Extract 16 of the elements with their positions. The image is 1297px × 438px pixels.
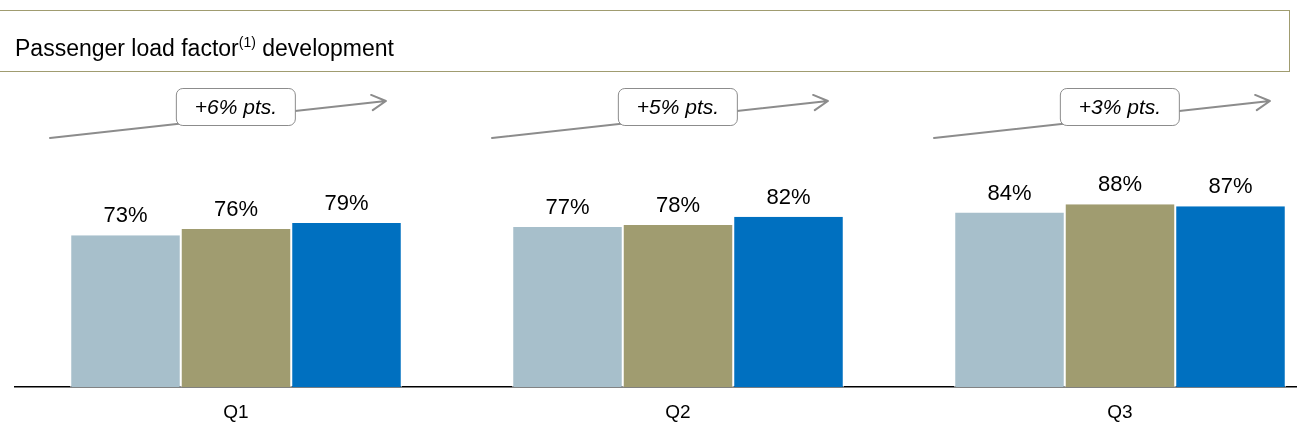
data-label: 76% — [213, 196, 259, 222]
data-label: 73% — [103, 202, 148, 228]
text: +3% pts. — [1059, 88, 1181, 126]
data-label: 78% — [655, 192, 701, 218]
data-label: 82% — [766, 183, 811, 209]
chart-title: Passenger load factor$^{(1)}$ development — [0, 10, 1290, 72]
data-label: 77% — [545, 194, 590, 220]
x-tick-label: Q1 — [223, 400, 249, 422]
x-tick-label: Q2 — [665, 400, 691, 422]
text: +5% pts. — [617, 88, 739, 126]
data-label: 79% — [324, 189, 369, 215]
data-label: 88% — [1097, 171, 1143, 197]
data-label: 87% — [1208, 173, 1253, 199]
data-label: 84% — [987, 179, 1032, 205]
x-tick-label: Q3 — [1107, 400, 1133, 422]
text: +6% pts. — [175, 88, 297, 126]
